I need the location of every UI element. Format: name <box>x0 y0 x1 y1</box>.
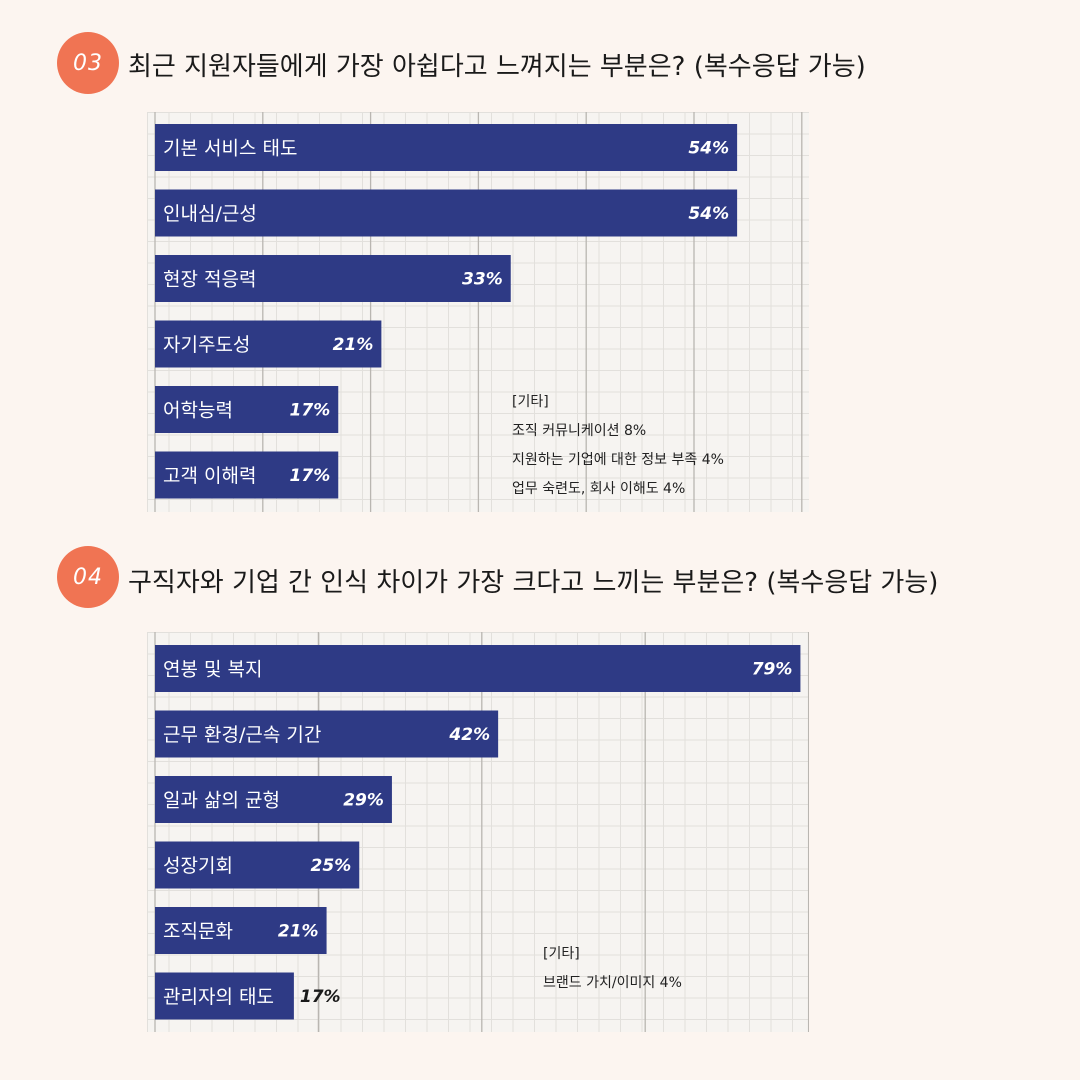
bar-category-label: 관리자의 태도 <box>163 986 274 1008</box>
bar-category-label: 근무 환경/근속 기간 <box>163 724 321 746</box>
bar-value-label: 33% <box>462 270 503 290</box>
bar-value-label: 54% <box>688 139 729 159</box>
bar-value-label: 79% <box>752 660 793 680</box>
bar-category-label: 일과 삶의 균형 <box>163 790 280 812</box>
bar <box>155 645 801 692</box>
other-answer-item: 지원하는 기업에 대한 정보 부족 4% <box>512 452 724 468</box>
bar-value-label: 21% <box>278 922 319 942</box>
bar <box>155 189 738 237</box>
bar-value-label: 17% <box>290 466 331 486</box>
other-answer-item: 업무 숙련도, 회사 이해도 4% <box>512 481 686 497</box>
bar-category-label: 기본 서비스 태도 <box>163 138 297 160</box>
bar-chart: 연봉 및 복지 79% 근무 환경/근속 기간 42% 일과 삶의 균형 29% 성장기회 2… <box>147 632 809 1032</box>
other-answers-title: [기타] <box>512 394 549 410</box>
bar <box>155 710 499 758</box>
bar-value-label: 17% <box>300 987 341 1007</box>
bar-category-label: 연봉 및 복지 <box>163 659 262 681</box>
bar-category-label: 조직문화 <box>163 921 233 943</box>
question-number-badge: 03 <box>57 32 119 94</box>
bar <box>155 255 511 302</box>
bar-value-label: 29% <box>343 791 384 811</box>
bar-value-label: 54% <box>688 204 729 224</box>
bar <box>155 972 294 1020</box>
other-answer-item: 브랜드 가치/이미지 4% <box>543 975 682 991</box>
chart-svg: 연봉 및 복지 79% 근무 환경/근속 기간 42% 일과 삶의 균형 29% 성장기회 2… <box>154 632 809 1032</box>
bar <box>155 320 382 368</box>
bar <box>155 841 360 889</box>
bar-value-label: 17% <box>290 401 331 421</box>
bar-category-label: 성장기회 <box>163 855 233 877</box>
bar <box>155 776 392 823</box>
bar-category-label: 고객 이해력 <box>163 465 256 487</box>
bar <box>155 907 327 954</box>
other-answers-box: [기타] 조직 커뮤니케이션 8% 지원하는 기업에 대한 정보 부족 4% 업… <box>512 388 724 504</box>
question-title: 최근 지원자들에게 가장 아쉽다고 느껴지는 부분은? (복수응답 가능) <box>128 52 866 82</box>
bar-value-label: 25% <box>311 856 352 876</box>
question-number-badge: 04 <box>57 546 119 608</box>
bar <box>155 451 339 499</box>
other-answer-item: 조직 커뮤니케이션 8% <box>512 423 647 439</box>
bar-category-label: 인내심/근성 <box>163 203 257 225</box>
bar-category-label: 현장 적응력 <box>163 269 256 291</box>
bar <box>155 124 738 171</box>
bar-chart: 기본 서비스 태도 54% 인내심/근성 54% 현장 적응력 33% 자기주도성 21% 어학… <box>147 112 809 512</box>
other-answers-title: [기타] <box>543 946 580 962</box>
bar <box>155 386 339 433</box>
bar-value-label: 21% <box>333 335 374 355</box>
chart-svg: 기본 서비스 태도 54% 인내심/근성 54% 현장 적응력 33% 자기주도성 21% 어학… <box>154 112 803 512</box>
question-title: 구직자와 기업 간 인식 차이가 가장 크다고 느끼는 부분은? (복수응답 가… <box>128 568 939 598</box>
bar-category-label: 어학능력 <box>163 400 233 422</box>
other-answers-box: [기타] 브랜드 가치/이미지 4% <box>543 940 682 998</box>
bar-category-label: 자기주도성 <box>163 334 250 356</box>
bar-value-label: 42% <box>448 725 490 745</box>
